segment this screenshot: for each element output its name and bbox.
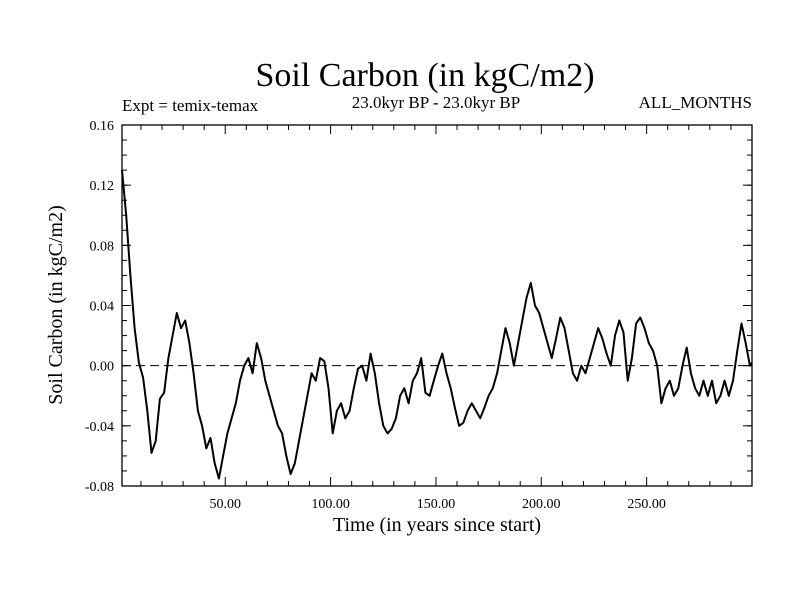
series-line-temix-temax: [121, 170, 753, 480]
x-tick-label: 150.00: [417, 497, 456, 512]
y-tick-label: 0.16: [90, 119, 115, 134]
x-tick-label: 100.00: [311, 497, 350, 512]
y-tick-label: 0.04: [90, 300, 115, 315]
y-tick-label: -0.08: [85, 480, 114, 495]
x-tick-label: 250.00: [627, 497, 666, 512]
x-tick-label: 50.00: [209, 497, 241, 512]
months-label: ALL_MONTHS: [639, 93, 752, 112]
chart-subtitle: 23.0kyr BP - 23.0kyr BP: [352, 93, 520, 112]
y-tick-label: 0.08: [90, 239, 115, 254]
y-tick-label: 0.00: [90, 360, 115, 375]
y-tick-label: 0.12: [90, 179, 115, 194]
plot-area: -0.08 -0.04 0.00 0.04 0.08 0.12 0.16 50.00 100.0…: [85, 119, 753, 512]
x-tick-label: 200.00: [522, 497, 561, 512]
plot-frame: [121, 124, 753, 487]
experiment-label: Expt = temix-temax: [122, 96, 259, 115]
y-tick-label: -0.04: [85, 420, 114, 435]
y-axis-label: Soil Carbon (in kgC/m2): [45, 205, 67, 404]
chart-title: Soil Carbon (in kgC/m2): [255, 57, 594, 94]
x-axis-label: Time (in years since start): [333, 514, 541, 536]
